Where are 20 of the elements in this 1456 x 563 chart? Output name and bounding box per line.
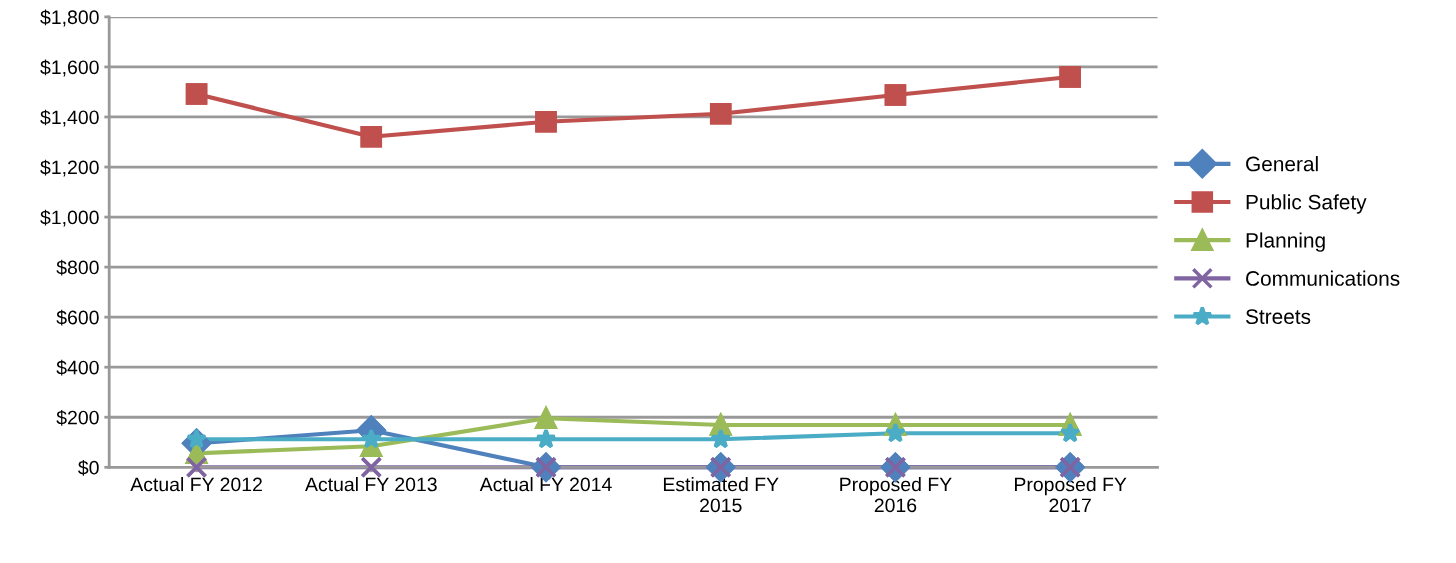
x-tick-label: Proposed FY 2016: [840, 477, 952, 513]
y-tick-label: $1,200: [40, 159, 99, 177]
x-tick-label: Actual FY 2012: [130, 477, 262, 492]
x-tick-label: Actual FY 2013: [305, 477, 437, 492]
y-tick-label: $400: [56, 359, 99, 376]
x-tick-label: Proposed FY 2017: [1015, 477, 1127, 513]
y-tick-label: $200: [56, 409, 99, 426]
legend-label: General: [1246, 156, 1318, 172]
x-tick-label: Estimated FY 2015: [663, 477, 779, 513]
y-tick-label: $1,600: [40, 59, 99, 77]
legend-label: Public Safety: [1246, 194, 1367, 214]
y-tick-label: $600: [56, 309, 99, 326]
y-tick-label: $800: [56, 259, 99, 276]
legend-label: Planning: [1246, 232, 1325, 252]
y-tick-label: $1,400: [40, 109, 99, 127]
legend-label: Communications: [1246, 270, 1400, 286]
y-tick-label: $0: [78, 459, 99, 476]
y-tick-label: $1,000: [40, 209, 99, 227]
y-tick-label: $1,800: [40, 9, 99, 27]
legend-label: Streets: [1245, 309, 1311, 325]
